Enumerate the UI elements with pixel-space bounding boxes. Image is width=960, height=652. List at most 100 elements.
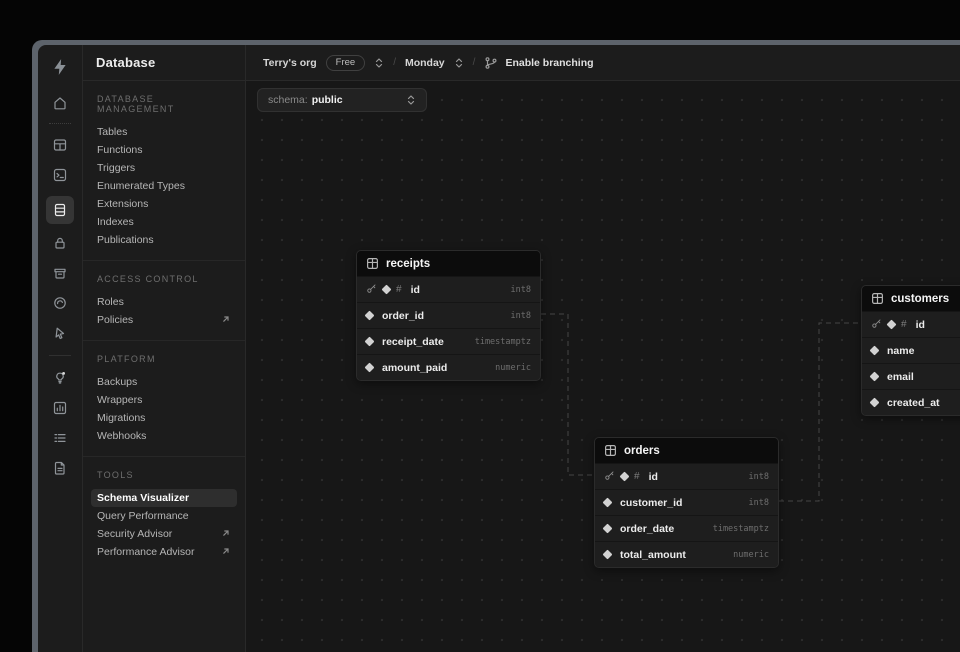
- project-switcher-chevron-icon[interactable]: [454, 56, 464, 70]
- column-row: receipt_date timestamptz: [357, 328, 540, 354]
- realtime-button[interactable]: [46, 319, 74, 347]
- table-title: customers: [891, 292, 950, 305]
- sidebar-item-policies[interactable]: Policies: [91, 311, 237, 329]
- app-window: Database DATABASE MANAGEMENT Tables Func…: [32, 40, 960, 652]
- breadcrumb-separator: /: [472, 57, 476, 68]
- database-button[interactable]: [46, 196, 74, 224]
- plan-badge[interactable]: Free: [325, 54, 366, 71]
- chevron-updown-icon: [406, 93, 416, 107]
- number-type-icon: #: [901, 319, 907, 330]
- org-name[interactable]: Terry's org: [263, 56, 317, 69]
- main-area: Terry's org Free / Monday / Enable branc…: [246, 45, 960, 652]
- column-name: created_at: [887, 396, 940, 409]
- sidebar-item-extensions[interactable]: Extensions: [97, 198, 149, 210]
- reports-button[interactable]: [46, 394, 74, 422]
- column-name: amount_paid: [382, 361, 448, 374]
- table-node-header[interactable]: customers: [862, 286, 960, 311]
- column-type: timestamptz: [712, 523, 769, 534]
- table-editor-button[interactable]: [46, 131, 74, 159]
- org-switcher-chevron-icon[interactable]: [374, 56, 384, 70]
- column-name: total_amount: [620, 548, 686, 561]
- column-row: created_at: [862, 389, 960, 415]
- sidebar-item-publications[interactable]: Publications: [97, 234, 154, 246]
- external-link-icon: [221, 528, 231, 541]
- table-icon: [872, 293, 883, 304]
- sidebar-item-query-performance[interactable]: Query Performance: [97, 510, 189, 522]
- column-type: timestamptz: [474, 336, 531, 347]
- sidebar-item-backups[interactable]: Backups: [97, 376, 138, 388]
- table-title: orders: [624, 444, 660, 457]
- breadcrumb-bar: Terry's org Free / Monday / Enable branc…: [246, 45, 960, 81]
- enable-branching-button[interactable]: Enable branching: [484, 56, 594, 70]
- edge-orders-customers: [779, 322, 861, 502]
- sidebar-item-roles[interactable]: Roles: [97, 296, 124, 308]
- column-row: # id int8: [357, 276, 540, 302]
- column-name: order_date: [620, 522, 675, 535]
- column-name: id: [915, 318, 925, 331]
- primary-key-icon: [871, 316, 882, 334]
- column-type: numeric: [733, 549, 769, 560]
- sidebar-item-schema-visualizer[interactable]: Schema Visualizer: [91, 489, 237, 507]
- table-node-customers[interactable]: customers # id name email: [861, 285, 960, 416]
- table-node-receipts[interactable]: receipts # id int8 order_id int8 receipt…: [356, 250, 541, 381]
- column-row: order_date timestamptz: [595, 515, 778, 541]
- section-label-tools: TOOLS: [97, 470, 134, 480]
- sql-editor-button[interactable]: [46, 161, 74, 189]
- diamond-icon: [364, 310, 375, 321]
- sidebar-item-enumerated-types[interactable]: Enumerated Types: [97, 180, 185, 192]
- sidebar-item-indexes[interactable]: Indexes: [97, 216, 134, 228]
- external-link-icon: [221, 546, 231, 559]
- column-name: name: [887, 344, 915, 357]
- section-divider: [83, 260, 245, 261]
- schema-select-value: public: [311, 94, 343, 106]
- number-type-icon: #: [396, 284, 402, 295]
- sidebar-item-webhooks[interactable]: Webhooks: [97, 430, 147, 442]
- column-row: # id: [862, 311, 960, 337]
- diamond-icon: [869, 371, 880, 382]
- schema-select[interactable]: schema: public: [257, 88, 427, 112]
- column-row: amount_paid numeric: [357, 354, 540, 380]
- column-type: int8: [510, 284, 531, 295]
- diamond-icon: [869, 397, 880, 408]
- column-row: name: [862, 337, 960, 363]
- sidebar-item-security-advisor[interactable]: Security Advisor: [91, 525, 237, 543]
- sidebar-item-wrappers[interactable]: Wrappers: [97, 394, 143, 406]
- edge-functions-button[interactable]: [46, 289, 74, 317]
- table-node-header[interactable]: receipts: [357, 251, 540, 276]
- logs-button[interactable]: [46, 424, 74, 452]
- schema-canvas[interactable]: schema: public receipts # id: [246, 81, 960, 652]
- api-docs-button[interactable]: [46, 454, 74, 482]
- table-node-header[interactable]: orders: [595, 438, 778, 463]
- home-button[interactable]: [46, 89, 74, 117]
- authentication-button[interactable]: [46, 229, 74, 257]
- sidebar-item-triggers[interactable]: Triggers: [97, 162, 136, 174]
- diamond-icon: [869, 345, 880, 356]
- sidebar-item-functions[interactable]: Functions: [97, 144, 143, 156]
- table-icon: [605, 445, 616, 456]
- supabase-logo-icon[interactable]: [46, 53, 74, 81]
- table-node-orders[interactable]: orders # id int8 customer_id int8 order_…: [594, 437, 779, 568]
- breadcrumb-separator: /: [393, 57, 396, 68]
- advisors-button[interactable]: [46, 364, 74, 392]
- git-branch-icon: [484, 56, 498, 70]
- column-name: receipt_date: [382, 335, 444, 348]
- sidebar-item-performance-advisor[interactable]: Performance Advisor: [91, 543, 237, 561]
- diamond-icon: [364, 336, 375, 347]
- column-name: order_id: [382, 309, 425, 322]
- storage-button[interactable]: [46, 259, 74, 287]
- project-name[interactable]: Monday: [404, 56, 445, 69]
- page-title: Database: [83, 45, 245, 81]
- primary-key-icon: [366, 281, 377, 299]
- column-name: id: [648, 470, 658, 483]
- rail-divider: [49, 355, 71, 356]
- icon-rail: [38, 45, 83, 652]
- sidebar-item-migrations[interactable]: Migrations: [97, 412, 146, 424]
- column-name: id: [410, 283, 420, 296]
- schema-select-label: schema:: [268, 94, 308, 106]
- section-label-database-management: DATABASE MANAGEMENT: [97, 94, 175, 114]
- sidebar-item-tables[interactable]: Tables: [97, 126, 128, 138]
- external-link-icon: [221, 314, 231, 327]
- section-label-access-control: ACCESS CONTROL: [97, 274, 199, 284]
- table-icon: [367, 258, 378, 269]
- edge-receipts-orders: [541, 313, 594, 476]
